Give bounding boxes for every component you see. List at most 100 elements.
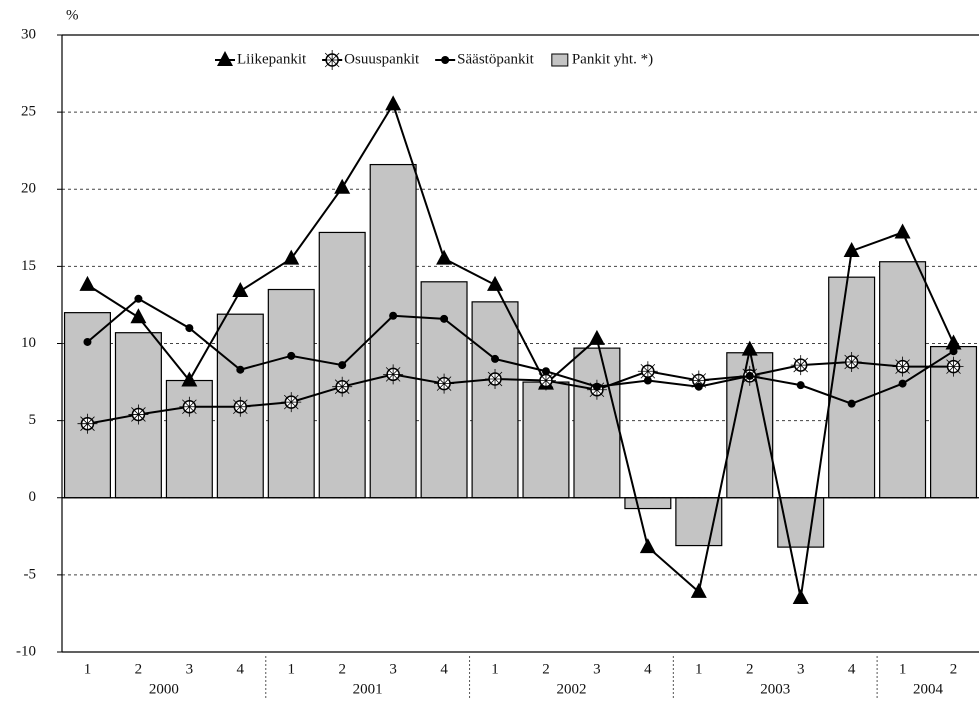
marker-open-circle-rays — [383, 364, 404, 385]
bar — [573, 347, 621, 499]
y-tick-label: 20 — [21, 181, 36, 197]
marker-open-circle-rays — [841, 352, 862, 373]
x-tick-label: 2 — [542, 661, 550, 677]
legend-label: Osuuspankit — [344, 51, 420, 67]
marker-dot — [83, 337, 92, 346]
y-tick-label: -5 — [24, 566, 37, 582]
marker-dot — [643, 376, 652, 385]
marker-triangle — [79, 275, 96, 291]
year-label: 2002 — [556, 681, 586, 697]
marker-open-circle-rays — [179, 396, 200, 417]
marker-triangle — [130, 308, 147, 324]
x-tick-label: 1 — [491, 661, 499, 677]
bar — [369, 163, 417, 499]
legend-marker — [217, 51, 233, 66]
x-tick-label: 3 — [797, 661, 805, 677]
y-tick-label: 5 — [29, 412, 37, 428]
marker-open-circle-rays — [485, 368, 506, 389]
x-tick-label: 2 — [950, 661, 958, 677]
marker-triangle — [385, 95, 402, 111]
marker-dot — [694, 382, 703, 391]
y-tick-label: 30 — [21, 26, 36, 42]
marker-open-circle-rays — [230, 396, 251, 417]
marker-triangle — [639, 538, 656, 554]
marker-dot — [541, 367, 550, 376]
legend-swatch — [551, 53, 569, 67]
x-tick-label: 3 — [186, 661, 194, 677]
legend-label: Säästöpankit — [457, 51, 534, 67]
legend-label: Liikepankit — [237, 51, 307, 67]
y-tick-label: 15 — [21, 258, 36, 274]
marker-triangle — [945, 334, 962, 350]
marker-dot — [236, 365, 245, 374]
marker-open-circle-rays — [535, 370, 556, 391]
bar — [522, 381, 570, 499]
marker-triangle — [741, 340, 758, 356]
marker-triangle — [181, 371, 198, 387]
marker-open-circle-rays — [332, 376, 353, 397]
x-tick-label: 4 — [237, 661, 245, 677]
x-tick-label: 1 — [695, 661, 703, 677]
marker-dot — [440, 314, 449, 323]
marker-open-circle-rays — [281, 392, 302, 413]
x-tick-label: 2 — [746, 661, 754, 677]
marker-triangle — [792, 589, 809, 605]
marker-dot — [796, 381, 805, 390]
x-tick-label: 4 — [440, 661, 448, 677]
marker-triangle — [843, 241, 860, 257]
x-tick-label: 4 — [644, 661, 652, 677]
marker-open-circle-rays — [77, 413, 98, 434]
line — [86, 102, 955, 599]
x-tick-label: 1 — [84, 661, 92, 677]
marker-triangle — [283, 249, 300, 265]
marker-dot — [338, 361, 347, 370]
line — [86, 297, 955, 405]
marker-open-circle-rays — [943, 356, 964, 377]
marker-dot — [491, 354, 500, 363]
marker-open-circle-rays — [688, 370, 709, 391]
bar — [828, 276, 876, 499]
marker-triangle — [894, 223, 911, 239]
marker-triangle — [690, 582, 707, 598]
year-label: 2004 — [913, 681, 944, 697]
legend-marker — [441, 56, 450, 64]
y-axis-label: % — [66, 7, 79, 23]
x-tick-label: 3 — [389, 661, 397, 677]
year-label: 2003 — [760, 681, 790, 697]
legend-marker-rays — [322, 50, 343, 70]
x-tick-label: 1 — [899, 661, 907, 677]
y-tick-label: 25 — [21, 104, 36, 120]
bar — [471, 301, 519, 499]
y-tick-label: -10 — [16, 643, 36, 659]
marker-dot — [185, 324, 194, 333]
marker-triangle — [436, 249, 453, 265]
y-tick-label: 10 — [21, 335, 36, 351]
marker-open-circle-rays — [434, 373, 455, 394]
marker-dot — [592, 382, 601, 391]
marker-dot — [287, 351, 296, 360]
year-label: 2000 — [149, 681, 179, 697]
marker-dot — [745, 371, 754, 380]
year-label: 2001 — [353, 681, 383, 697]
x-tick-label: 3 — [593, 661, 601, 677]
marker-triangle — [232, 282, 249, 298]
marker-dot — [949, 347, 958, 356]
marker-dot — [898, 379, 907, 388]
marker-triangle — [588, 329, 605, 345]
marker-open-circle-rays — [892, 356, 913, 377]
marker-triangle — [487, 275, 504, 291]
legend-label: Pankit yht. *) — [572, 51, 653, 67]
x-tick-label: 4 — [848, 661, 856, 677]
marker-open-circle-rays — [128, 404, 149, 425]
marker-triangle — [334, 178, 351, 194]
x-tick-label: 2 — [338, 661, 346, 677]
marker-dot — [847, 399, 856, 408]
marker-open-circle-rays — [790, 355, 811, 376]
marker-dot — [134, 294, 143, 303]
y-tick-label: 0 — [29, 489, 37, 505]
marker-dot — [389, 311, 398, 320]
bar — [675, 497, 723, 547]
bar — [624, 497, 672, 510]
marker-open-circle-rays — [637, 361, 658, 382]
